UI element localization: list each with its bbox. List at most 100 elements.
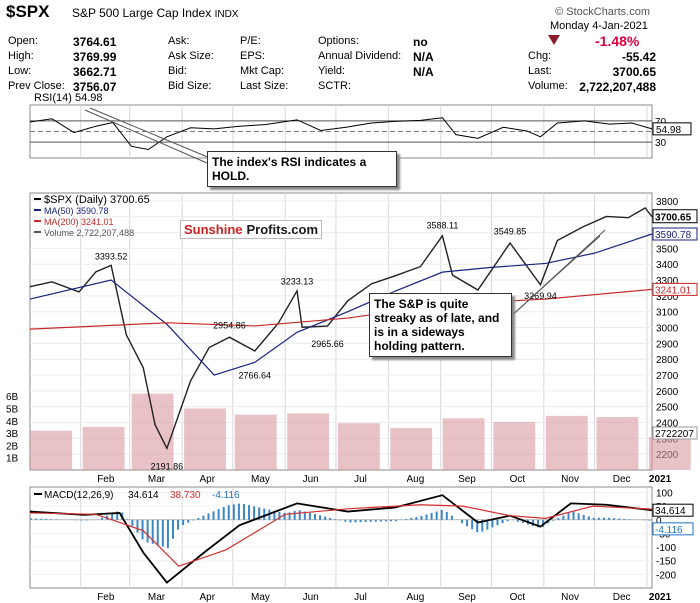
ticker-title: $SPX	[6, 2, 50, 21]
macd-histogram-bar	[136, 519, 139, 533]
macd-histogram-bar	[283, 512, 286, 520]
volume-bar	[390, 428, 433, 470]
macd-histogram-bar	[481, 519, 484, 532]
macd-histogram-bar	[197, 518, 200, 520]
macd-histogram-bar	[476, 519, 479, 533]
macd-histogram-bar	[445, 511, 448, 520]
macd-histogram-bar	[80, 519, 83, 521]
macd-histogram-bar	[187, 519, 190, 523]
macd-histogram-bar	[177, 519, 180, 530]
macd-histogram-bar	[471, 519, 474, 530]
macd-histogram-bar	[450, 515, 453, 520]
price-annotation-label: 2766.64	[239, 370, 272, 380]
macd-histogram-bar	[324, 516, 327, 520]
macd-histogram-bar	[410, 517, 413, 520]
instrument-name: S&P 500 Large Cap Index INDX	[72, 6, 238, 20]
macd-hist-box	[652, 522, 694, 536]
macd-histogram-bar	[207, 513, 210, 520]
volume-last-label: 2722207	[655, 429, 694, 440]
price-tick-label: 2900	[656, 339, 679, 350]
macd-histogram-bar	[425, 514, 428, 520]
macd-tick-label: -150	[656, 557, 676, 568]
macd-histogram-bar	[374, 519, 377, 522]
macd-histogram-bar	[582, 514, 585, 520]
macd-histogram-bar	[156, 519, 159, 546]
x-tick-label: Mar	[148, 592, 166, 603]
x-tick-label: 2021	[649, 474, 672, 485]
volume-bar	[234, 414, 277, 470]
volume-bar	[337, 423, 380, 470]
macd-histogram-bar	[461, 519, 464, 524]
quote-value: no	[413, 35, 428, 49]
x-tick-label: 2021	[649, 592, 672, 603]
price-tick-label: 3400	[656, 260, 679, 271]
x-tick-label: Jul	[354, 592, 367, 603]
price-tick-label: 2600	[656, 387, 679, 398]
macd-histogram-bar	[161, 519, 164, 547]
macd-histogram-bar	[253, 506, 256, 520]
ma200-line	[29, 288, 653, 330]
watermark-part-a: Sunshine	[184, 222, 243, 237]
quote-value: 2,722,207,488	[579, 80, 656, 94]
x-tick-label: Dec	[613, 474, 631, 485]
quote-value: 3764.61	[73, 35, 117, 49]
macd-histogram-bar	[466, 519, 469, 527]
change-percent: -1.48%	[595, 33, 640, 49]
macd-histogram-bar	[288, 512, 291, 520]
price-annotation-label: 3269.94	[524, 291, 557, 301]
macd-histogram-bar	[182, 519, 185, 526]
macd-histogram-bar	[131, 519, 134, 526]
macd-histogram-bar	[415, 516, 418, 520]
x-tick-label: Feb	[97, 592, 115, 603]
macd-histogram-bar	[273, 510, 276, 520]
rsi-line	[29, 117, 653, 151]
x-tick-label: Oct	[510, 474, 526, 485]
price-legend-entry: MA(200) 3241.01	[44, 217, 114, 227]
volume-bar	[184, 408, 226, 470]
x-tick-label: Aug	[407, 474, 425, 485]
macd-histogram-bar	[587, 516, 590, 520]
macd-histogram-bar	[608, 517, 611, 520]
macd-histogram-bar	[126, 519, 129, 520]
callout-pointer	[89, 107, 211, 159]
macd-histogram-bar	[531, 519, 534, 526]
price-legend-entry: MA(50) 3590.78	[44, 206, 109, 216]
x-tick-label: Apr	[199, 592, 215, 603]
macd-histogram-bar	[491, 519, 494, 528]
rsi-last-label: 54.98	[656, 125, 681, 136]
instrument-name-text: S&P 500 Large Cap Index	[72, 6, 212, 20]
watermark: Sunshine Profits.com	[180, 220, 323, 239]
macd-histogram-bar	[293, 510, 296, 520]
x-tick-label: Mar	[148, 474, 166, 485]
quote-value: 3700.65	[612, 65, 656, 79]
quote-label: SCTR:	[318, 80, 351, 92]
quote-label: EPS:	[240, 50, 266, 62]
price-tick-label: 2700	[656, 371, 679, 382]
macd-histogram-bar	[30, 518, 32, 520]
price-annotation-label: 3393.52	[95, 251, 128, 261]
macd-histogram-bar	[308, 512, 311, 520]
macd-histogram-bar	[217, 509, 220, 520]
macd-histogram-bar	[430, 512, 433, 520]
macd-histogram-bar	[618, 518, 621, 520]
macd-histogram-bar	[192, 519, 195, 521]
macd-histogram-bar	[85, 519, 88, 521]
legend-swatch	[34, 220, 41, 222]
quote-value: 3769.99	[73, 50, 117, 64]
macd-histogram-bar	[100, 517, 103, 520]
macd-tick-label: -100	[656, 543, 676, 554]
price-tick-label: 2400	[656, 419, 679, 430]
macd-histogram-bar	[643, 519, 646, 521]
macd-histogram-bar	[521, 519, 524, 524]
macd-histogram-bar	[232, 504, 235, 520]
macd-histogram-bar	[592, 517, 595, 520]
volume-bar	[82, 426, 125, 470]
macd-line	[29, 494, 653, 584]
macd-tick-label: -200	[656, 570, 676, 581]
volume-tick-label: 2B	[6, 441, 19, 452]
macd-histogram-bar	[440, 509, 443, 520]
macd-histogram-bar	[390, 519, 393, 522]
macd-histogram-bar	[339, 519, 342, 521]
macd-histogram-bar	[151, 519, 154, 544]
signal-line	[29, 504, 653, 567]
